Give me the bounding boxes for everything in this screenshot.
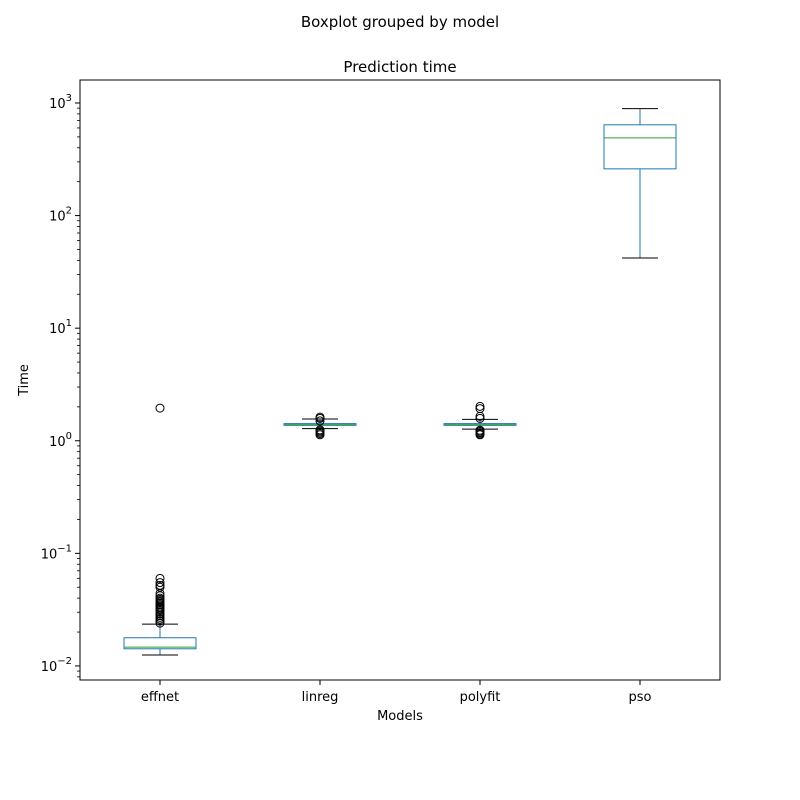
x-tick-label-pso: pso: [629, 690, 652, 705]
y-tick-base-2: 10: [49, 435, 66, 450]
outlier-polyfit-8: [475, 401, 485, 411]
box-effnet: [123, 637, 197, 650]
y-tick-label-5: 103: [49, 93, 72, 112]
x-axis-label: Models: [377, 709, 423, 724]
y-tick-exponent-4: 2: [66, 206, 72, 217]
outlier-effnet-21: [155, 578, 165, 588]
box-pso: [603, 124, 677, 170]
box-group-linreg: [283, 412, 357, 440]
y-tick-label-4: 102: [49, 206, 72, 225]
figure-suptitle: Boxplot grouped by model: [301, 13, 499, 31]
y-tick-exponent-5: 3: [66, 93, 72, 104]
y-tick-exponent-1: −1: [57, 543, 72, 554]
outlier-linreg-7: [315, 412, 325, 422]
outlier-polyfit-5: [475, 413, 485, 423]
y-tick-exponent-0: −2: [57, 656, 72, 667]
y-tick-exponent-3: 1: [66, 318, 72, 329]
outlier-linreg-5: [315, 416, 325, 426]
outlier-effnet-22: [155, 573, 165, 583]
y-tick-base-5: 10: [49, 97, 66, 112]
y-tick-exponent-2: 0: [66, 431, 72, 442]
outlier-effnet-23: [155, 403, 165, 413]
y-tick-base-4: 10: [49, 210, 66, 225]
outlier-effnet-16: [155, 593, 165, 603]
x-tick-label-linreg: linreg: [302, 690, 339, 705]
plot-area: [80, 80, 720, 680]
chart-marks: [123, 108, 677, 656]
chart-title: Prediction time: [343, 58, 456, 76]
y-tick-label-3: 101: [49, 318, 72, 337]
y-tick-base-1: 10: [41, 547, 58, 562]
outlier-polyfit-4: [475, 425, 485, 435]
x-tick-label-effnet: effnet: [141, 690, 179, 705]
y-tick-base-3: 10: [49, 322, 66, 337]
box-group-effnet: [123, 403, 197, 656]
outlier-effnet-20: [155, 580, 165, 590]
y-tick-label-2: 100: [49, 431, 72, 450]
outlier-effnet-17: [155, 591, 165, 601]
box-group-pso: [603, 108, 677, 259]
y-tick-label-1: 10−1: [41, 543, 72, 562]
y-axis-label: Time: [17, 364, 32, 397]
y-tick-base-0: 10: [41, 660, 58, 675]
plot-frame: [79, 79, 721, 681]
box-group-polyfit: [443, 401, 517, 440]
outlier-polyfit-7: [475, 404, 485, 414]
x-tick-label-polyfit: polyfit: [460, 690, 501, 705]
y-tick-label-0: 10−2: [41, 656, 72, 675]
outlier-linreg-4: [315, 425, 325, 435]
x-axis-ticks: effnet linreg polyfit pso: [141, 680, 652, 705]
